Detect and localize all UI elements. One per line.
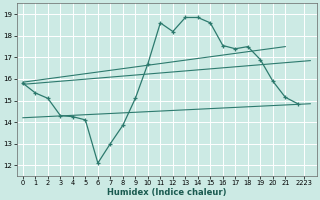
X-axis label: Humidex (Indice chaleur): Humidex (Indice chaleur) bbox=[107, 188, 226, 197]
